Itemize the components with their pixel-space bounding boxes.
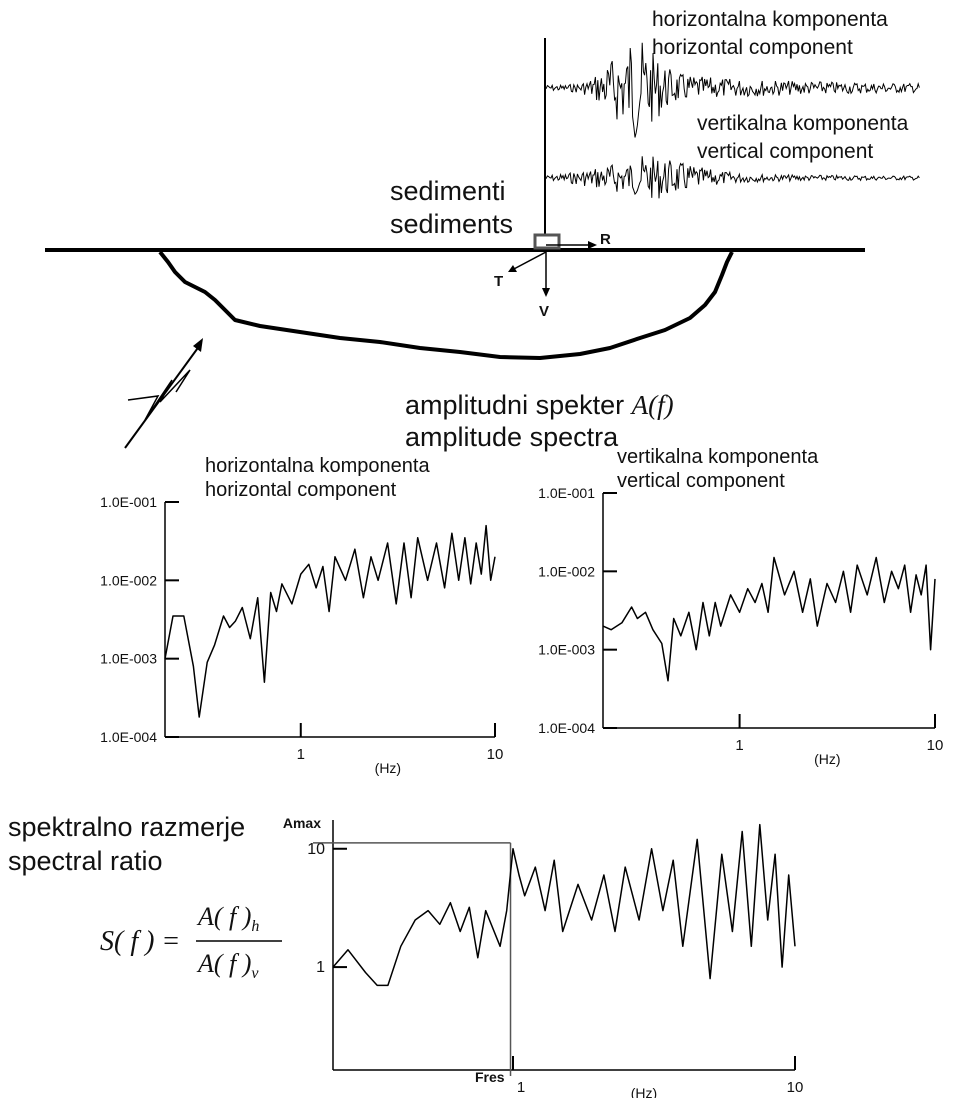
station [533,233,561,250]
y-tick-label: 1.0E-003 [538,642,595,658]
axis-label: T [494,273,503,290]
spectrum-line [332,823,796,987]
chart-title: horizontalna komponenta [205,455,430,477]
formula-text: A( f ) [196,902,251,931]
label: sediments [390,209,513,239]
spectrum-line [602,556,936,682]
y-tick-label: 10 [307,841,325,858]
x-axis-label: (Hz) [814,751,840,767]
axis-label: V [539,303,549,320]
x-tick-label: 10 [787,1079,804,1096]
x-axis-label: (Hz) [631,1085,657,1098]
label: sedimenti [390,176,506,206]
chart-subtitle: vertical component [617,470,785,492]
label: horizontalna komponenta [652,8,888,31]
arrowhead [588,241,597,249]
y-tick-label: 1 [316,959,325,976]
formula-sub: h [251,918,259,935]
y-tick-label: 1.0E-002 [538,563,595,579]
y-tick-label: 1.0E-002 [100,572,157,588]
seismograms [544,42,920,199]
spectrum-line [164,524,496,718]
y-tick-label: 1.0E-001 [538,485,595,501]
chart-subtitle: horizontal component [205,479,397,501]
arrowhead [193,338,203,352]
formula-sub: v [251,965,259,982]
y-tick-label: 1.0E-003 [100,651,157,667]
label: horizontal component [652,36,853,59]
x-tick-label: 1 [735,737,743,754]
arrowhead [542,288,550,297]
reference-label: Fres [475,1069,505,1085]
axis-label: R [600,231,611,248]
seismogram [544,156,920,199]
formula-numerator: A( f )h [196,902,259,935]
formula-text: A( f ) [196,949,251,978]
label: vertical component [697,140,873,163]
arrowhead [508,265,517,272]
chart-title: vertikalna komponenta [617,446,819,468]
heading-text: amplitudni spekter [405,390,624,420]
x-tick-label: 10 [927,737,944,754]
formula-denominator: A( f )v [196,949,259,982]
heading: amplitude spectra [405,422,619,452]
y-tick-label: 1.0E-004 [538,720,595,736]
y-tick-label: 1.0E-004 [100,729,157,745]
basin [158,250,734,360]
x-tick-label: 10 [487,746,504,763]
x-tick-label: 1 [517,1079,525,1096]
axis-t [511,251,547,271]
seismogram [544,42,920,138]
heading-symbol: A(f) [630,390,674,420]
x-tick-label: 1 [297,746,305,763]
formula-lhs: S( f ) = [100,926,180,957]
label: vertikalna komponenta [697,112,909,135]
heading: spectral ratio [8,846,163,876]
reference-label: Amax [283,815,321,831]
heading: spektralno razmerje [8,812,245,842]
heading: amplitudni spekter A(f) [405,390,674,420]
x-axis-label: (Hz) [375,760,401,776]
wave-zigzag [127,369,191,421]
y-tick-label: 1.0E-001 [100,494,157,510]
